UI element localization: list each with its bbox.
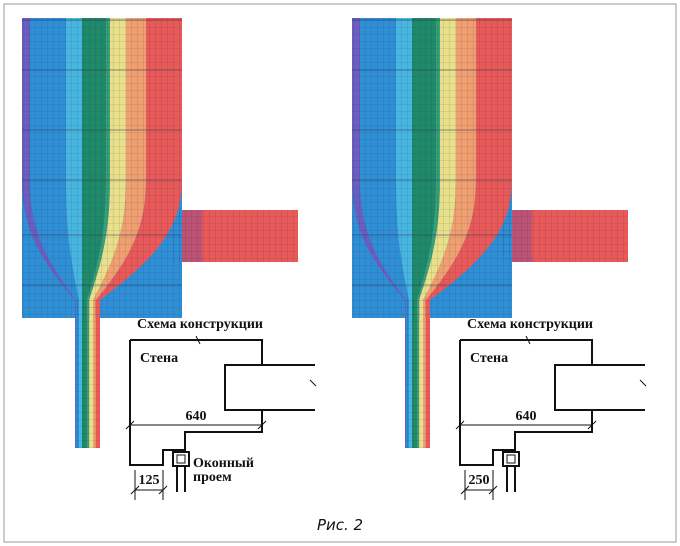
dimension-line [460,470,498,500]
scheme-title: Схема конструкции [137,317,263,332]
window-frame [172,451,190,467]
break-mark [195,335,317,387]
scheme-title: Схема конструкции [467,317,593,332]
wall-outline [459,339,645,466]
mesh [352,18,512,318]
caption: Рис. 2 [317,516,363,534]
window-frame [176,454,186,464]
wall-outline [129,339,315,466]
wall-label: Стена [140,351,178,366]
mesh [502,210,628,262]
reveal-dimension: 250 [469,473,490,488]
panel: Схема конструкции Стена 640 250 [352,18,647,500]
mesh [22,18,182,318]
window-frame [506,454,516,464]
width-dimension: 640 [186,409,207,424]
window-frame [506,466,516,492]
reveal-dimension: 125 [139,473,160,488]
mesh [172,210,298,262]
window-frame [502,451,520,467]
window-frame [176,466,186,492]
opening-label: проем [193,470,232,485]
dimension-line [125,420,267,430]
width-dimension: 640 [516,409,537,424]
opening-label: Оконный [193,456,254,471]
mesh [75,300,100,448]
dimension-line [130,470,168,500]
mesh [405,300,430,448]
dimension-line [455,420,597,430]
break-mark [525,335,647,387]
wall-label: Стена [470,351,508,366]
